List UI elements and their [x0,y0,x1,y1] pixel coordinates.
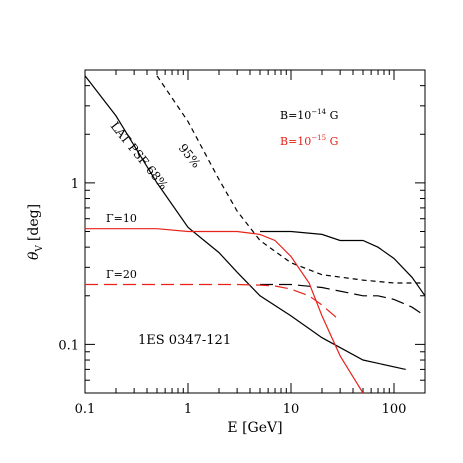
y-axis-label: θV[deg] [26,204,45,260]
axis-ticks [84,69,426,394]
annotation-psf95: 95% [176,141,204,171]
legend-b14: B=10−14 G [280,108,338,122]
source-label: 1ES 0347-121 [138,333,231,348]
legend-b15: B=10−15 G [280,134,338,148]
x-tick-label-100: 100 [382,402,407,417]
x-tick-label-10: 10 [283,402,300,417]
x-axis-label: E [GeV] [227,420,282,436]
annotation-gamma20: Γ=20 [106,268,137,281]
plot-frame [84,69,426,394]
series-line-4 [85,228,364,394]
series-line-5 [85,283,341,322]
annotation-gamma10: Γ=10 [106,212,137,225]
annotation-psf68: LAT PSF 68% [108,119,171,192]
series-group [84,75,426,394]
x-tick-label-0.1: 0.1 [75,402,96,417]
series-line-2 [260,230,426,297]
y-tick-label-1: 1 [71,177,79,192]
x-tick-label-1: 1 [184,402,192,417]
y-tick-label-0.1: 0.1 [58,338,79,353]
